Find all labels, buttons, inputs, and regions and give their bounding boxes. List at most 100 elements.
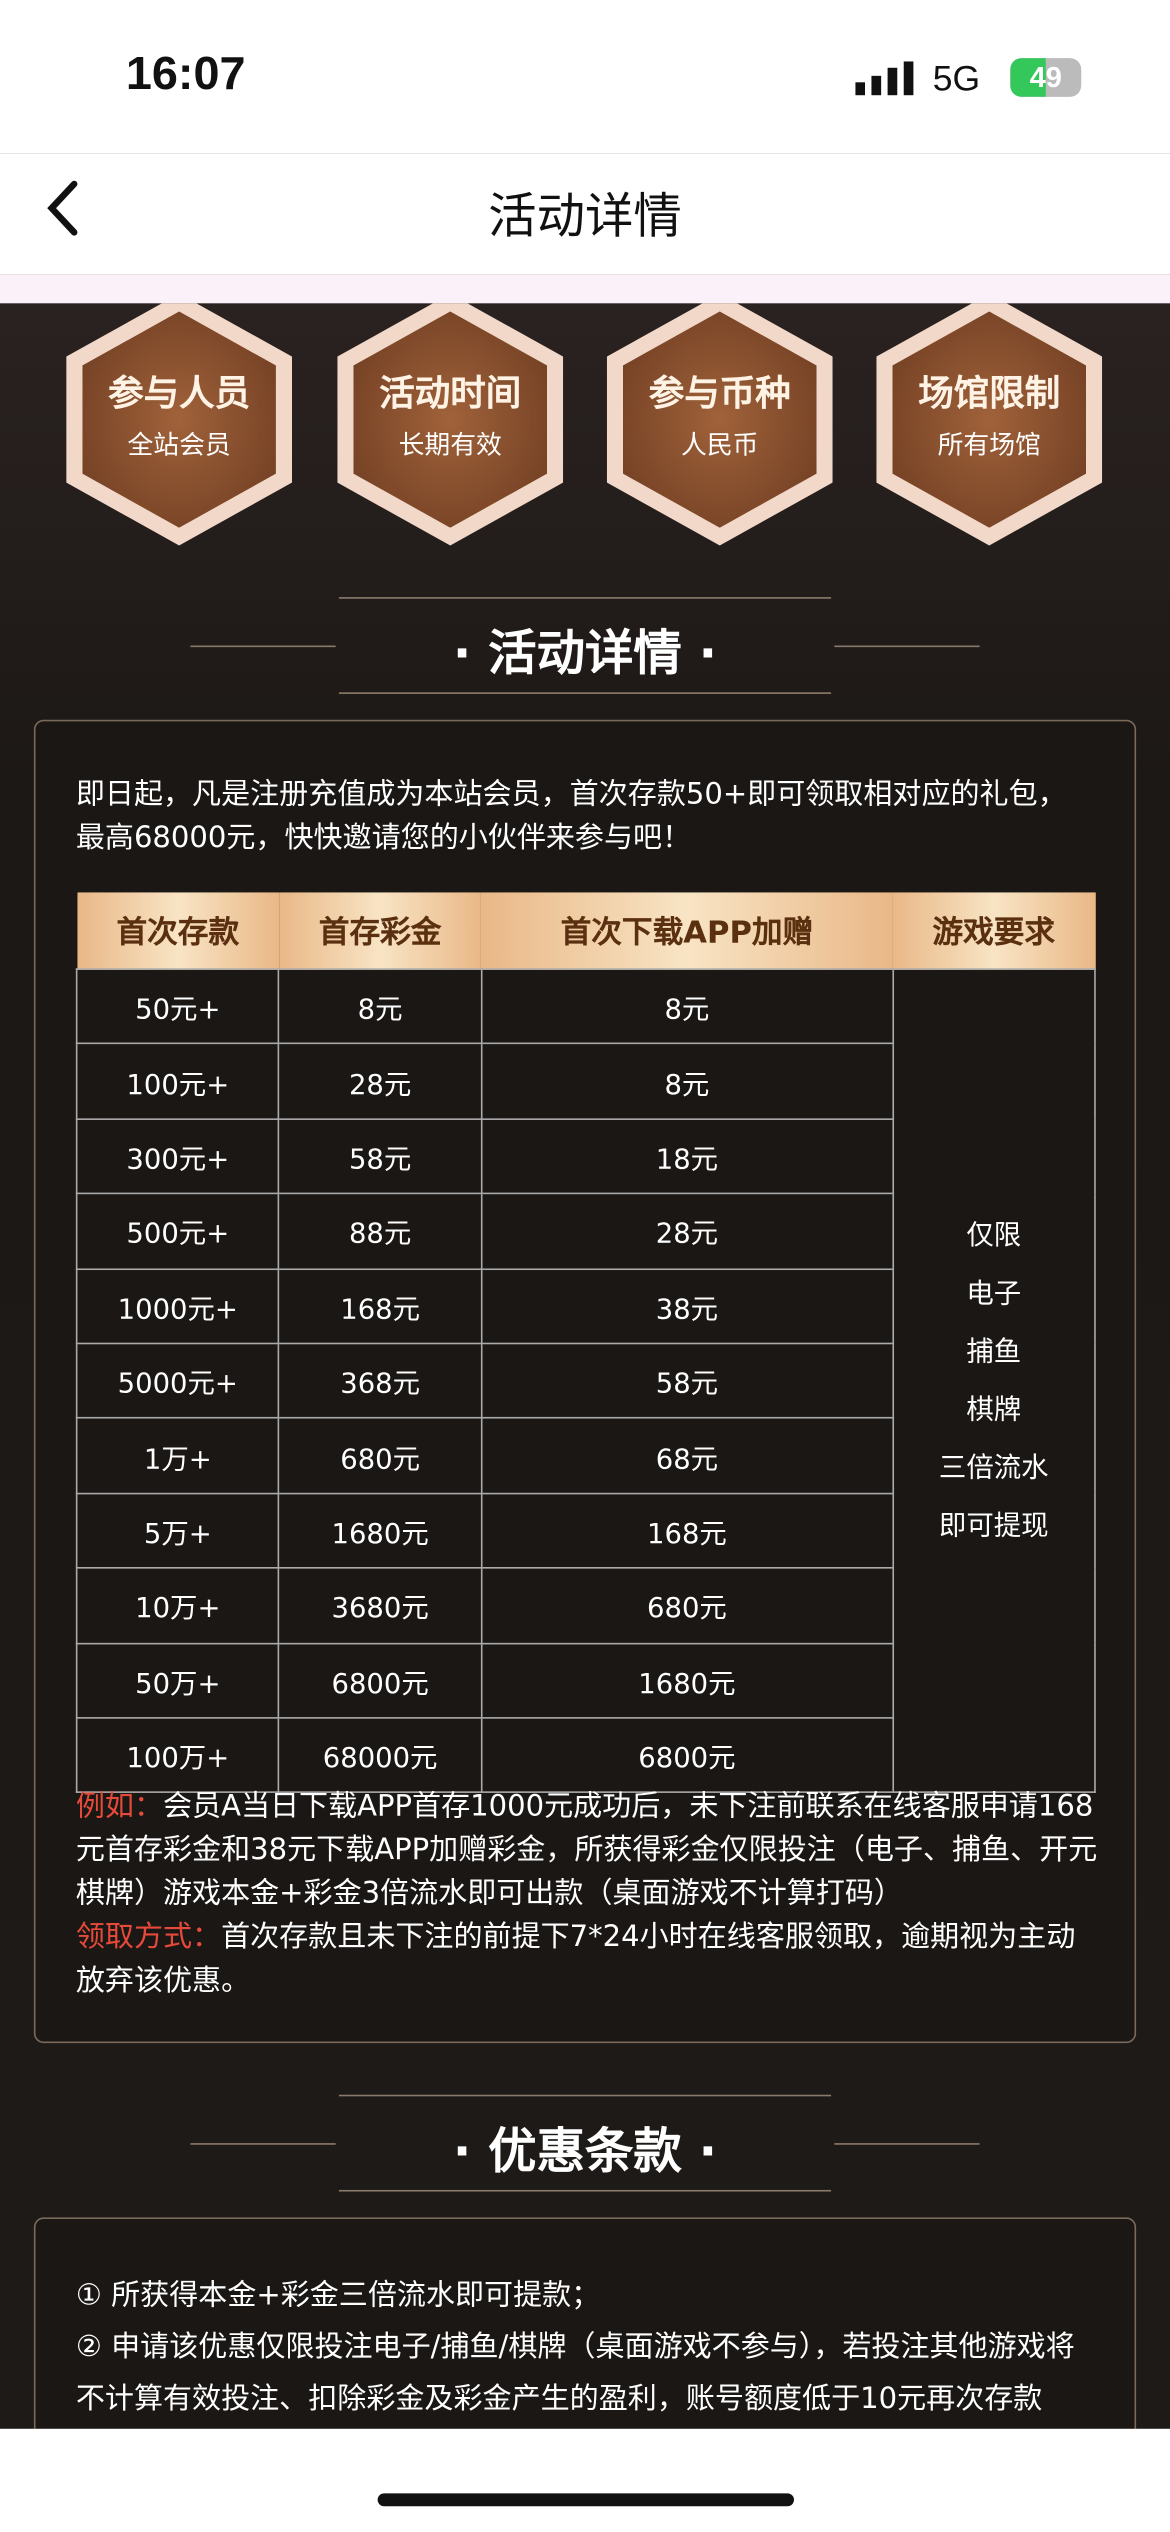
table-cell: 1680元 [480, 1642, 894, 1719]
table-cell: 168元 [480, 1492, 894, 1569]
table-row: 1000元+ 168元 38元 [75, 1267, 1095, 1345]
table-cell: 28元 [480, 1192, 894, 1270]
requirement-line: 仅限 [966, 1219, 1022, 1252]
table-row: 50万+ 6800元 1680元 [75, 1642, 1095, 1719]
table-cell: 680元 [278, 1417, 483, 1494]
claim-text: 首次存款且未下注的前提下7*24小时在线客服领取，逾期视为主动放弃该优惠。 [75, 1920, 1076, 1998]
table-cell: 368元 [278, 1342, 483, 1420]
table-cell: 38元 [480, 1267, 894, 1345]
table-cell: 28元 [278, 1043, 483, 1120]
table-cell: 50元+ [75, 968, 280, 1045]
table-row: 10万+ 3680元 680元 [75, 1567, 1095, 1644]
header-cell: 首存彩金 [278, 892, 482, 970]
header-cell: 首次下载APP加赠 [481, 892, 893, 970]
requirement-cell: 仅限电子捕鱼棋牌三倍流水即可提现 [891, 968, 1096, 1794]
back-button[interactable] [42, 179, 84, 237]
table-cell: 68000元 [278, 1716, 483, 1794]
section-heading: · 优惠条款 · [0, 2094, 1170, 2192]
battery-level: 49 [1029, 61, 1062, 94]
table-cell: 68元 [480, 1417, 894, 1494]
example: 例如：会员A当日下载APP首存1000元成功后，未下注前联系在线客服申请168元… [76, 1785, 1102, 2003]
example-label: 例如： [75, 1789, 163, 1824]
requirement-line: 棋牌 [966, 1393, 1022, 1427]
table-row: 100万+ 68000元 6800元 [75, 1716, 1095, 1794]
table-cell: 300元+ [75, 1118, 280, 1195]
term-item: ② 申请该优惠仅限投注电子/捕鱼/棋牌（桌面游戏不参与），若投注其他游戏将不计算… [75, 2330, 1075, 2416]
table-row: 300元+ 58元 18元 [75, 1118, 1095, 1195]
table-cell: 50万+ [75, 1642, 280, 1719]
table-header: 首次存款 首存彩金 首次下载APP加赠 游戏要求 [76, 892, 1095, 970]
term-item: ① 所获得本金+彩金三倍流水即可提款； [75, 2278, 601, 2313]
bonus-table: 首次存款 首存彩金 首次下载APP加赠 游戏要求 50元+ 8元 8元 仅限 电子 捕鱼 棋牌 三倍流… [75, 892, 1096, 1794]
table-cell: 58元 [278, 1118, 483, 1195]
section-title: · 优惠条款 · [452, 2123, 718, 2181]
example-text: 会员A当日下载APP首存1000元成功后，未下注前联系在线客服申请168元首存彩… [75, 1789, 1098, 1911]
terms-list: ① 所获得本金+彩金三倍流水即可提款； ② 申请该优惠仅限投注电子/捕鱼/棋牌（桌… [76, 2271, 1102, 2426]
table-cell: 680元 [480, 1567, 894, 1644]
table-cell: 3680元 [278, 1567, 483, 1644]
table-cell: 1680元 [278, 1492, 483, 1569]
table-cell: 6800元 [480, 1716, 894, 1794]
status-bar: 16:07 5G 49 [0, 0, 1170, 154]
section-title: · 活动详情 · [452, 626, 718, 683]
table-cell: 88元 [278, 1192, 483, 1270]
table-cell: 100万+ [75, 1716, 280, 1794]
badge-title: 参与人员 [108, 374, 251, 415]
page-title: 活动详情 [488, 188, 682, 246]
badge-bg [892, 311, 1087, 528]
home-indicator-bar [0, 2428, 1170, 2532]
badge-bg [82, 311, 276, 528]
info-badge: 参与币种 人民币 [606, 303, 833, 546]
requirement-line: 捕鱼 [966, 1335, 1022, 1368]
table-cell: 168元 [278, 1267, 483, 1345]
divider [0, 274, 1170, 304]
requirement-line: 电子 [966, 1277, 1022, 1310]
battery: 49 [1010, 58, 1082, 97]
table-cell: 1000元+ [75, 1267, 280, 1345]
header-cell: 首次存款 [76, 892, 279, 970]
table-row: 1万+ 680元 68元 [75, 1417, 1095, 1494]
table-cell: 1万+ [75, 1417, 280, 1494]
time: 16:07 [125, 48, 246, 101]
table-cell: 8元 [480, 968, 894, 1045]
info-badge: 参与人员 全站会员 [66, 303, 293, 546]
content: · 活动详情 · 即日起，凡是注册充值成为本站会员，首次存款50+即可领取相对应… [0, 303, 1170, 2429]
table-cell: 10万+ [75, 1567, 280, 1644]
info-badge: 场馆限制 所有场馆 [876, 303, 1103, 546]
section-heading: · 活动详情 · [0, 597, 1170, 694]
table-cell: 500元+ [75, 1192, 280, 1270]
intro-text: 即日起，凡是注册充值成为本站会员，首次存款50+即可领取相对应的礼包，最高680… [75, 777, 1067, 856]
requirement-line: 即可提现 [938, 1509, 1049, 1543]
badge-title: 参与币种 [648, 374, 791, 415]
badge-bg [622, 311, 817, 528]
table-row: 100元+ 28元 8元 [75, 1043, 1095, 1120]
table-cell: 8元 [480, 1043, 894, 1120]
table-cell: 8元 [278, 968, 483, 1045]
network: 5G [932, 58, 981, 99]
terms-card: ① 所获得本金+彩金三倍流水即可提款； ② 申请该优惠仅限投注电子/捕鱼/棋牌（桌… [33, 2217, 1137, 2429]
badge-title: 场馆限制 [918, 374, 1061, 415]
badge-title: 活动时间 [379, 374, 522, 415]
table-cell: 18元 [480, 1118, 894, 1195]
table-cell: 5万+ [75, 1492, 280, 1569]
badge-text: 人民币 [680, 429, 759, 460]
details-card: 即日起，凡是注册充值成为本站会员，首次存款50+即可领取相对应的礼包，最高680… [33, 719, 1137, 2044]
badge-text: 所有场馆 [937, 429, 1041, 460]
info-badge: 活动时间 长期有效 [337, 303, 564, 546]
claim-label: 领取方式： [75, 1920, 222, 1955]
badge-bg [353, 311, 548, 528]
header-cell: 游戏要求 [892, 892, 1095, 970]
table-cell: 6800元 [278, 1642, 483, 1719]
table-row: 5000元+ 368元 58元 [75, 1342, 1095, 1420]
badge-text: 全站会员 [127, 429, 231, 460]
badge-text: 长期有效 [398, 429, 502, 460]
table-cell: 5000元+ [75, 1342, 280, 1420]
table-cell: 100元+ [75, 1043, 280, 1120]
table-row: 50元+ 8元 8元 仅限 电子 捕鱼 棋牌 三倍流水 即可提现 [75, 968, 1096, 1794]
signal-icon [855, 61, 914, 96]
nav-bar: 活动详情 [0, 153, 1170, 275]
table-cell: 58元 [480, 1342, 894, 1420]
requirement-line: 三倍流水 [938, 1451, 1049, 1485]
